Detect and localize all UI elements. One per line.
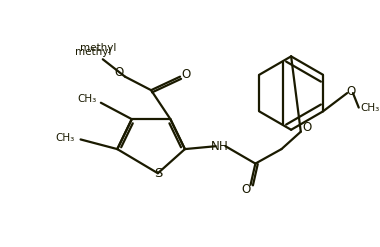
Text: O: O — [241, 183, 250, 196]
Text: O: O — [115, 66, 124, 79]
Text: methyl: methyl — [75, 46, 111, 57]
Text: CH₃: CH₃ — [78, 94, 97, 104]
Text: O: O — [181, 68, 190, 81]
Text: O: O — [347, 85, 356, 98]
Text: O: O — [302, 121, 311, 134]
Text: methyl: methyl — [80, 43, 116, 53]
Text: N: N — [211, 140, 219, 153]
Text: CH₃: CH₃ — [361, 103, 380, 113]
Text: H: H — [219, 140, 228, 153]
Text: CH₃: CH₃ — [55, 132, 75, 143]
Text: S: S — [154, 167, 162, 180]
